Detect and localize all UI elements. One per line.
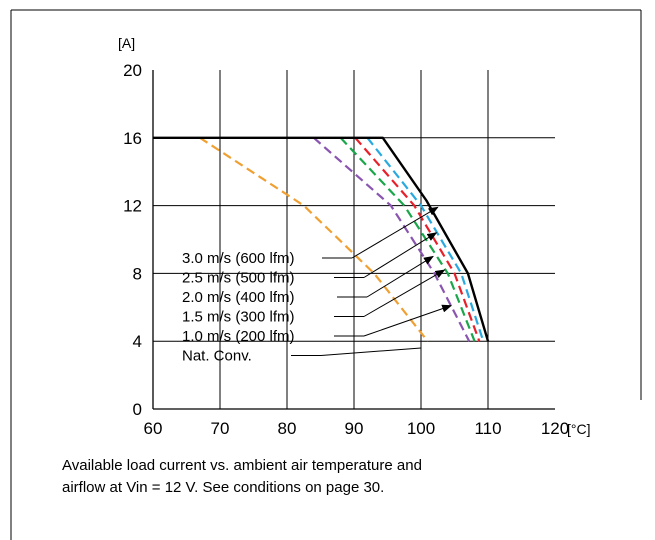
chart-caption: Available load current vs. ambient air t… bbox=[62, 455, 622, 499]
x-tick-label: 90 bbox=[345, 419, 364, 438]
legend-label-1: 2.5 m/s (500 lfm) bbox=[182, 270, 295, 287]
legend-label-4: 1.0 m/s (200 lfm) bbox=[182, 328, 295, 345]
series-line-1 bbox=[366, 137, 485, 342]
x-tick-label: 100 bbox=[407, 419, 435, 438]
y-tick-label: 20 bbox=[123, 61, 142, 80]
y-tick-label: 16 bbox=[123, 129, 142, 148]
x-tick-label: 70 bbox=[211, 419, 230, 438]
legend-leader-3 bbox=[363, 269, 446, 317]
x-tick-label: 110 bbox=[474, 419, 501, 438]
legend-label-0: 3.0 m/s (600 lfm) bbox=[182, 250, 295, 267]
y-axis-unit: [A] bbox=[118, 35, 135, 51]
series-line-4 bbox=[313, 136, 471, 342]
x-axis-unit: [°C] bbox=[567, 421, 591, 437]
y-tick-label: 12 bbox=[123, 197, 142, 216]
legend-leader-2 bbox=[366, 255, 434, 298]
x-tick-label: 60 bbox=[144, 419, 163, 438]
caption-line-1: Available load current vs. ambient air t… bbox=[62, 457, 422, 474]
y-tick-label: 4 bbox=[133, 332, 142, 351]
y-tick-label: 8 bbox=[133, 264, 142, 283]
caption-line-2: airflow at Vin = 12 V. See conditions on… bbox=[62, 479, 385, 496]
x-tick-label: 120 bbox=[541, 419, 569, 438]
legend-label-2: 2.0 m/s (400 lfm) bbox=[182, 289, 295, 306]
legend-leader-1 bbox=[363, 232, 438, 278]
legend-label-5: Nat. Conv. bbox=[182, 348, 252, 365]
y-tick-label: 0 bbox=[133, 400, 142, 419]
series-line-0 bbox=[153, 136, 490, 342]
series-line-5 bbox=[199, 136, 429, 342]
x-tick-label: 80 bbox=[278, 419, 297, 438]
legend-leader-5 bbox=[320, 347, 422, 356]
legend-leader-4 bbox=[363, 304, 453, 337]
legend-label-3: 1.5 m/s (300 lfm) bbox=[182, 309, 295, 326]
legend-leader-0 bbox=[351, 206, 439, 259]
